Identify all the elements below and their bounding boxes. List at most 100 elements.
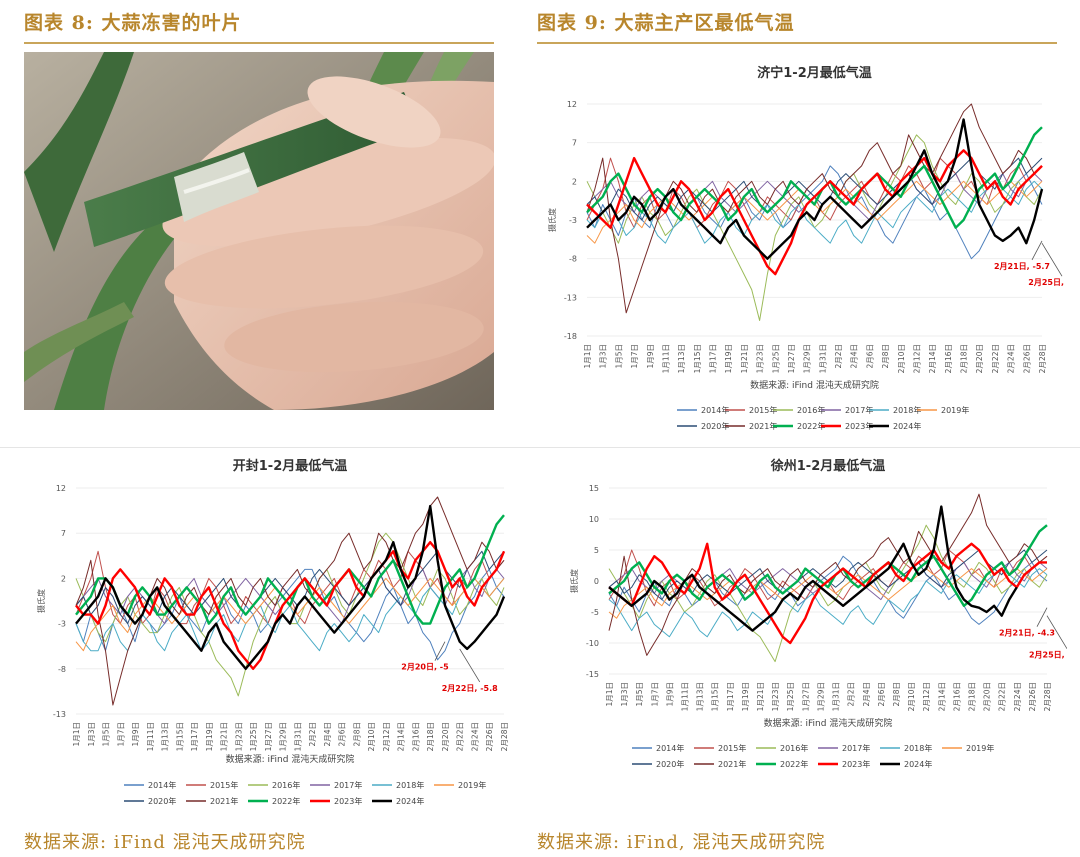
x-tick-label: 2月26日 [1022,344,1031,373]
chart-kaifeng: 开封1-2月最低气温 12 7 2 -3 -8 -13 摄氏度 1月1日 1月3日 1月5日 1月7日… [36,458,509,806]
legend-label: 2017年 [842,743,870,753]
legend-label: 2021年 [749,421,777,431]
x-tick-label: 1月17日 [709,344,718,373]
y-tick-label: -13 [53,710,66,719]
x-tick-label: 1月3日 [87,722,96,747]
x-tick-label: 1月11日 [661,344,670,373]
x-tick-label: 1月21日 [756,682,765,711]
legend-label: 2023年 [334,796,362,806]
x-tick-label: 1月11日 [681,682,690,711]
x-tick-label: 2月28日 [500,722,509,751]
x-tick-label: 2月6日 [865,344,874,369]
y-tick-label: 2 [61,574,66,583]
legend-label: 2021年 [210,796,238,806]
x-tick-label: 1月17日 [726,682,735,711]
annotation-leader [1031,240,1043,261]
x-tick-label: 2月4日 [850,344,859,369]
x-tick-label: 1月9日 [646,344,655,369]
series-line-2022 [586,126,1043,229]
y-tick-label: 12 [56,484,66,493]
x-tick-label: 1月13日 [677,344,686,373]
source-left: 数据来源: iFind 混沌天成研究院 [24,832,306,853]
legend-label: 2020年 [148,796,176,806]
x-tick-label: 2月2日 [834,344,843,369]
legend-label: 2023年 [845,421,873,431]
x-tick-label: 1月13日 [161,722,170,751]
series-line-2022 [75,514,505,625]
legend-label: 2016年 [272,780,300,790]
x-tick-label: 1月27日 [801,682,810,711]
legend-label: 2022年 [272,796,300,806]
x-tick-label: 1月3日 [599,344,608,369]
y-tick-label: 0 [594,577,599,586]
x-tick-label: 1月25日 [249,722,258,751]
legend-label: 2014年 [656,743,684,753]
legend-label: 2018年 [904,743,932,753]
x-tick-label: 1月7日 [650,682,659,707]
series-line-2023 [586,149,1043,276]
series-line-2024 [608,505,1018,632]
x-tick-label: 2月20日 [983,682,992,711]
x-tick-label: 1月13日 [696,682,705,711]
x-tick-label: 1月21日 [220,722,229,751]
y-axis-label: 摄氏度 [547,208,557,232]
y-tick-label: 10 [589,515,599,524]
x-tick-label: 1月7日 [630,344,639,369]
source-right: 数据来源: iFind, 混沌天成研究院 [537,832,826,853]
title-rule-left [24,42,494,44]
legend-label: 2019年 [966,743,994,753]
x-tick-label: 1月29日 [816,682,825,711]
x-tick-label: 2月16日 [411,722,420,751]
legend-label: 2019年 [458,780,486,790]
legend-label: 2022年 [797,421,825,431]
x-tick-label: 1月7日 [116,722,125,747]
x-tick-label: 2月18日 [426,722,435,751]
x-tick-label: 2月24日 [1013,682,1022,711]
chart-title: 开封1-2月最低气温 [233,458,348,474]
legend-label: 2015年 [210,780,238,790]
x-tick-label: 2月26日 [485,722,494,751]
garlic-frost-damage-photo [24,52,494,410]
x-tick-label: 1月31日 [832,682,841,711]
x-tick-label: 2月18日 [960,344,969,373]
y-tick-label: 12 [567,100,577,109]
x-tick-label: 1月19日 [205,722,214,751]
x-tick-label: 2月6日 [877,682,886,707]
figure8-title: 图表 8: 大蒜冻害的叶片 [24,12,242,34]
legend-label: 2018年 [893,405,921,415]
x-tick-label: 2月10日 [367,722,376,751]
legend-label: 2024年 [396,796,424,806]
legend-label: 2016年 [780,743,808,753]
x-tick-label: 1月31日 [293,722,302,751]
x-tick-label: 2月22日 [991,344,1000,373]
chart-title: 济宁1-2月最低气温 [757,65,872,81]
series-line-2018 [608,568,1048,638]
y-axis-label: 摄氏度 [569,569,579,593]
y-tick-label: -5 [591,608,599,617]
x-tick-label: 1月1日 [72,722,81,747]
legend-label: 2016年 [797,405,825,415]
x-tick-label: 1月1日 [605,682,614,707]
x-tick-label: 1月19日 [724,344,733,373]
x-tick-label: 1月17日 [190,722,199,751]
annotation-label: 2月21日, -4.3 [999,629,1055,638]
y-tick-label: 7 [572,139,577,148]
x-tick-label: 2月22日 [456,722,465,751]
legend-label: 2024年 [893,421,921,431]
chart-source-note: 数据来源: iFind 混沌天成研究院 [750,379,879,391]
y-tick-label: -3 [58,620,66,629]
legend-label: 2021年 [718,759,746,769]
series-line-2023 [75,541,506,670]
x-tick-label: 2月14日 [397,722,406,751]
series-line-2024 [586,118,1044,260]
x-tick-label: 2月20日 [975,344,984,373]
chart-title: 徐州1-2月最低气温 [770,458,886,474]
y-tick-label: -18 [564,332,577,341]
x-tick-label: 1月15日 [711,682,720,711]
x-tick-label: 2月4日 [323,722,332,747]
x-tick-label: 2月2日 [308,722,317,747]
x-tick-label: 1月11日 [146,722,155,751]
y-tick-label: -13 [564,293,577,302]
legend-label: 2020年 [656,759,684,769]
series-line-2018 [586,180,1043,244]
